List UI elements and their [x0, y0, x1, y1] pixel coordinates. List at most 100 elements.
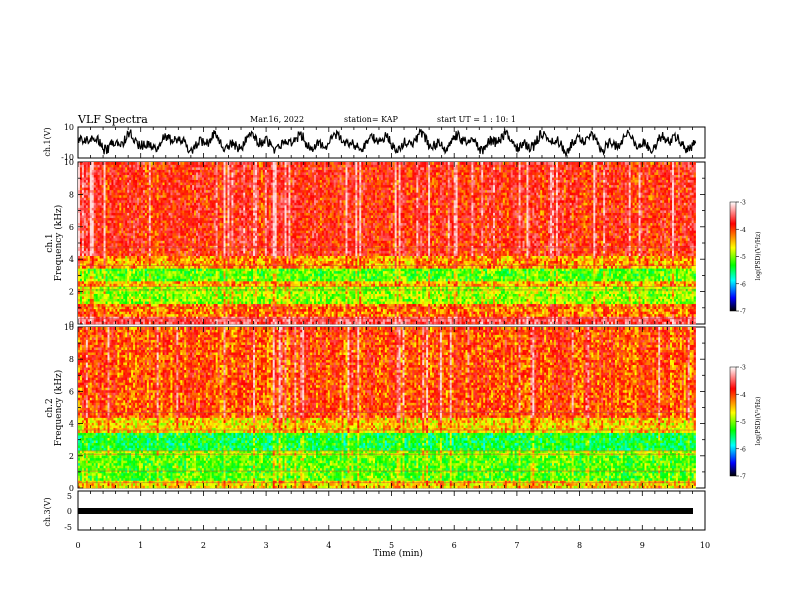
ch1-spectrogram-cell [139, 301, 141, 304]
ch1-spectrogram-cell [125, 294, 127, 297]
ch1-spectrogram-cell [424, 311, 426, 314]
ch1-spectrogram-cell [338, 296, 340, 299]
ch1-spectrogram-cell [385, 311, 387, 314]
ch1-spectrogram-cell [641, 291, 643, 294]
ch1-spectrogram-cell [585, 294, 587, 297]
ch1-spectrogram-cell [163, 309, 165, 312]
ch1-spectrogram-cell [88, 301, 90, 304]
ch1-spectrogram-cell [483, 319, 485, 322]
ch1-spectrogram-cell [109, 311, 111, 314]
ch1-spectrogram-cell [178, 301, 180, 304]
ch1-spectrogram-cell [229, 291, 231, 294]
ch1-spectrogram-cell [446, 294, 448, 297]
ch1-spectrogram-cell [576, 316, 578, 319]
ch1-spectrogram-cell [245, 294, 247, 297]
ch1-spectrogram-cell [133, 319, 135, 322]
ch1-spectrogram-cell [373, 316, 375, 319]
ch1-spectrogram-cell [102, 299, 104, 302]
ch1-spectrogram-cell [556, 294, 558, 297]
ch1-spectrogram-cell [104, 309, 106, 312]
ch1-spectrogram-cell [277, 304, 279, 307]
ch1-spectrogram-cell [593, 291, 595, 294]
ch1-spectrogram-cell [347, 311, 349, 314]
ch1-spectrogram-cell [84, 296, 86, 299]
ch1-spectrogram-cell [526, 321, 528, 324]
ch1-spectrogram-cell [332, 299, 334, 302]
ch1-spectrogram-cell [163, 304, 165, 307]
ch1-spectrogram-cell [621, 314, 623, 317]
ch1-spectrogram-cell [283, 299, 285, 302]
ch1-spectrogram-cell [304, 316, 306, 319]
ch1-spectrogram-cell [298, 304, 300, 307]
ch1-spectrogram-cell [308, 314, 310, 317]
ch1-spectrogram-cell [227, 296, 229, 299]
ch1-spectrogram-cell [326, 291, 328, 294]
ch1-spectrogram-cell [188, 304, 190, 307]
ch1-spectrogram-cell [253, 304, 255, 307]
ch1-spectrogram-cell [153, 301, 155, 304]
ch1-spectrogram-cell [345, 321, 347, 324]
ch1-spectrogram-cell [119, 304, 121, 307]
ch1-spectrogram-cell [357, 294, 359, 297]
ch1-spectrogram-cell [521, 291, 523, 294]
ch1-spectrogram-cell [607, 304, 609, 307]
ch1-spectrogram-cell [92, 309, 94, 312]
ch1-spectrogram-cell [324, 301, 326, 304]
ch1-spectrogram-cell [286, 316, 288, 319]
ch1-spectrogram-cell [135, 291, 137, 294]
ch1-spectrogram-cell [521, 309, 523, 312]
ch1-spectrogram-cell [306, 311, 308, 314]
ch1-spectrogram-cell [521, 301, 523, 304]
ch1-spectrogram-cell [534, 291, 536, 294]
ch1-spectrogram-cell [108, 319, 110, 322]
ch1-spectrogram-cell [660, 311, 662, 314]
ch1-spectrogram-cell [308, 319, 310, 322]
ch1-spectrogram-cell [448, 314, 450, 317]
ch1-spectrogram-cell [320, 314, 322, 317]
ch1-spectrogram-cell [664, 296, 666, 299]
ch1-spectrogram-cell [648, 299, 650, 302]
ch1-spectrogram-cell [336, 296, 338, 299]
ch1-spectrogram-cell [273, 316, 275, 319]
ch1-spectrogram-cell [418, 304, 420, 307]
ch1-spectrogram-cell [570, 299, 572, 302]
ch1-spectrogram-cell [524, 296, 526, 299]
ch1-spectrogram-cell [123, 316, 125, 319]
ch1-spectrogram-cell [428, 314, 430, 317]
ch1-spectrogram-cell [340, 294, 342, 297]
ch1-spectrogram-cell [344, 296, 346, 299]
ch1-spectrogram-cell [149, 316, 151, 319]
ch1-spectrogram-cell [326, 311, 328, 314]
ch1-spectrogram-cell [255, 299, 257, 302]
ch1-spectrogram-cell [330, 304, 332, 307]
ch1-spectrogram-cell [145, 291, 147, 294]
ch1-spectrogram-cell [471, 314, 473, 317]
ch1-spectrogram-cell [202, 294, 204, 297]
ch1-spectrogram-cell [351, 299, 353, 302]
ch1-spectrogram-cell [406, 296, 408, 299]
ch1-spectrogram-cell [377, 296, 379, 299]
ch1-spectrogram-cell [603, 316, 605, 319]
ch1-spectrogram-cell [161, 321, 163, 324]
ch1-spectrogram-cell [424, 314, 426, 317]
ch1-spectrogram-cell [580, 291, 582, 294]
ch1-spectrogram-cell [88, 294, 90, 297]
ch1-spectrogram-cell [432, 294, 434, 297]
ch1-spectrogram-cell [298, 291, 300, 294]
ch1-spectrogram-cell [430, 291, 432, 294]
ch1-spectrogram-cell [355, 316, 357, 319]
ch1-spectrogram-cell [405, 301, 407, 304]
ch1-spectrogram-cell [235, 291, 237, 294]
ch1-spectrogram-cell [159, 314, 161, 317]
ch1-spectrogram-cell [609, 291, 611, 294]
ch1-spectrogram-cell [650, 314, 652, 317]
ch1-spectrogram-cell [178, 294, 180, 297]
ch1-spectrogram-cell [155, 301, 157, 304]
ch1-spectrogram-cell [460, 294, 462, 297]
ch1-spectrogram-cell [654, 304, 656, 307]
ch1-spectrogram-cell [650, 299, 652, 302]
ch1-spectrogram-cell [245, 316, 247, 319]
ch1-spectrogram-cell [485, 301, 487, 304]
ch1-spectrogram-cell [676, 314, 678, 317]
ch1-spectrogram-cell [499, 291, 501, 294]
